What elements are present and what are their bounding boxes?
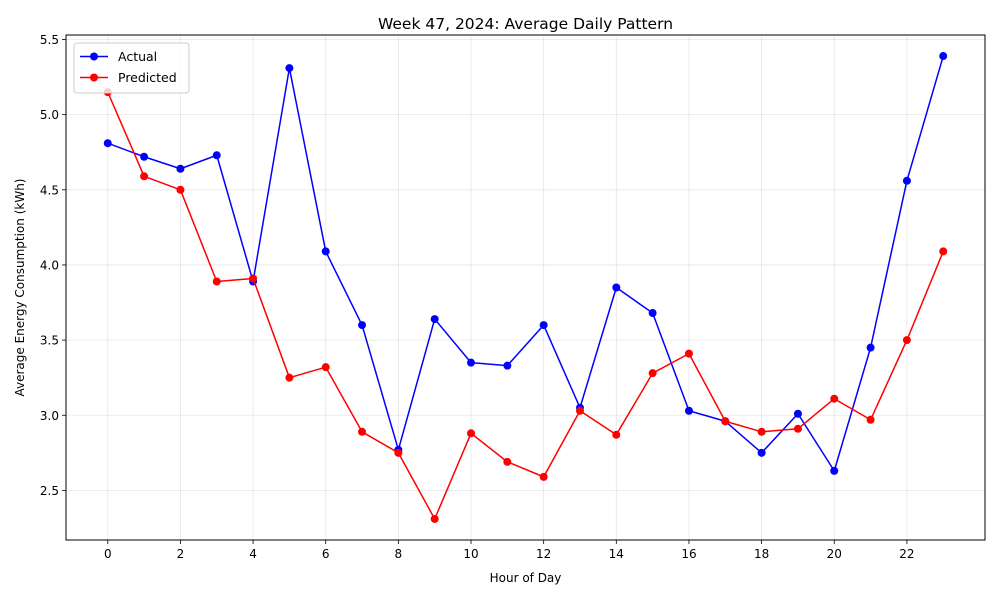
x-tick-label: 8 (395, 547, 403, 561)
y-tick-label: 4.5 (40, 183, 59, 197)
series-predicted (103, 88, 948, 523)
y-axis: 2.5 3.0 3.5 4.0 4.5 5.0 5.5 (40, 33, 66, 498)
y-tick-label: 4.0 (40, 258, 59, 272)
data-point-actual (467, 358, 476, 367)
series-line-predicted (107, 91, 944, 520)
legend-marker-predicted (90, 73, 98, 82)
data-point-actual (830, 466, 839, 475)
legend-marker-actual (90, 52, 98, 61)
data-point-predicted (684, 349, 693, 358)
legend-item-actual: Actual (80, 49, 157, 64)
x-tick-label: 18 (754, 547, 769, 561)
x-tick-label: 2 (177, 547, 185, 561)
y-tick-label: 3.0 (40, 409, 59, 423)
data-point-predicted (212, 277, 221, 286)
x-tick-label: 6 (322, 547, 330, 561)
legend-item-predicted: Predicted (80, 70, 177, 85)
data-point-predicted (321, 363, 330, 372)
x-tick-label: 20 (827, 547, 842, 561)
data-point-predicted (939, 247, 948, 256)
x-tick-label: 16 (681, 547, 696, 561)
data-point-predicted (430, 514, 439, 523)
chart-title: Week 47, 2024: Average Daily Pattern (378, 15, 673, 33)
data-point-predicted (394, 448, 403, 457)
data-point-predicted (757, 427, 766, 436)
data-point-predicted (358, 427, 367, 436)
data-point-predicted (575, 406, 584, 415)
y-axis-title: Average Energy Consumption (kWh) (13, 179, 27, 397)
data-point-predicted (793, 424, 802, 433)
data-point-predicted (285, 373, 294, 382)
x-axis: 0 2 4 6 8 10 12 14 16 18 20 22 (104, 540, 915, 561)
data-point-predicted (140, 172, 149, 181)
x-tick-label: 10 (463, 547, 478, 561)
data-point-predicted (249, 274, 258, 283)
data-point-predicted (721, 417, 730, 426)
y-tick-label: 3.5 (40, 334, 59, 348)
data-point-actual (648, 309, 657, 318)
data-point-actual (176, 164, 185, 173)
x-tick-label: 12 (536, 547, 551, 561)
data-point-actual (866, 343, 875, 352)
data-point-actual (212, 151, 221, 160)
data-point-actual (430, 315, 439, 324)
y-tick-label: 5.0 (40, 108, 59, 122)
data-point-predicted (830, 394, 839, 403)
plot-area-frame (65, 34, 986, 541)
y-tick-label: 2.5 (40, 484, 59, 498)
data-point-actual (902, 176, 911, 185)
legend-label-actual: Actual (118, 49, 157, 64)
data-point-actual (539, 321, 548, 330)
x-tick-label: 14 (609, 547, 624, 561)
grid (66, 35, 985, 540)
series-layer (103, 52, 948, 523)
y-tick-label: 5.5 (40, 33, 59, 47)
data-point-predicted (648, 369, 657, 378)
data-point-predicted (866, 415, 875, 424)
data-point-actual (793, 409, 802, 418)
data-point-predicted (176, 185, 185, 194)
data-point-actual (939, 52, 948, 61)
data-point-predicted (503, 457, 512, 466)
legend: Actual Predicted (73, 42, 190, 94)
data-point-actual (140, 152, 149, 161)
data-point-actual (358, 321, 367, 330)
data-point-predicted (539, 472, 548, 481)
data-point-actual (321, 247, 330, 256)
x-tick-label: 4 (249, 547, 257, 561)
data-point-predicted (902, 336, 911, 345)
data-point-actual (757, 448, 766, 457)
data-point-actual (684, 406, 693, 415)
data-point-actual (612, 283, 621, 292)
x-tick-label: 22 (899, 547, 914, 561)
data-point-actual (103, 139, 112, 148)
x-tick-label: 0 (104, 547, 112, 561)
data-point-actual (285, 64, 294, 73)
data-point-predicted (467, 429, 476, 438)
legend-box (73, 42, 190, 94)
data-point-predicted (612, 430, 621, 439)
legend-label-predicted: Predicted (118, 70, 177, 85)
data-point-actual (503, 361, 512, 370)
x-axis-title: Hour of Day (490, 571, 562, 585)
